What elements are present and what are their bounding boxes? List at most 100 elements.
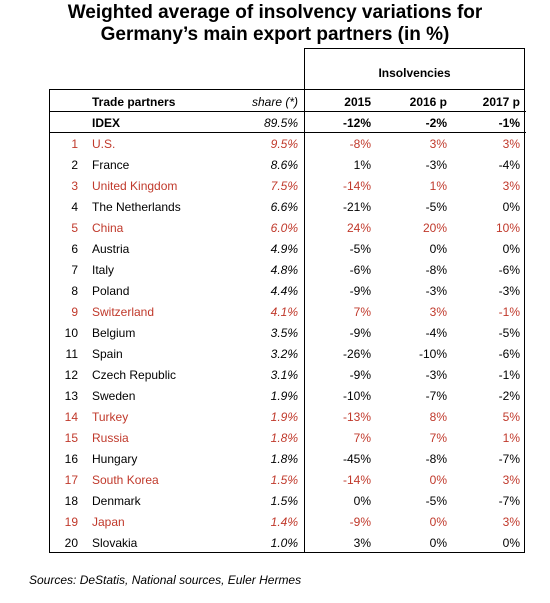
value-2017: 1%: [502, 431, 520, 445]
row-number: 6: [71, 242, 78, 256]
table-row: 9 Switzerland 4.1% 7% 3% -1%: [50, 302, 526, 323]
row-number: 7: [71, 263, 78, 277]
value-2016: 8%: [429, 410, 447, 424]
value-2016: 20%: [422, 221, 447, 235]
value-2016: -3%: [425, 368, 447, 382]
table-row: 7 Italy 4.8% -6% -8% -6%: [50, 260, 526, 281]
idex-2016: -2%: [425, 116, 447, 130]
value-2016: -8%: [425, 452, 447, 466]
row-number: 3: [71, 179, 78, 193]
value-2017: -7%: [498, 494, 520, 508]
col-header-share: share (*): [251, 95, 298, 109]
idex-2015: -12%: [342, 116, 371, 130]
value-2015: -8%: [349, 137, 371, 151]
value-2017: 0%: [502, 536, 520, 550]
table-row: 8 Poland 4.4% -9% -3% -3%: [50, 281, 526, 302]
row-number: 2: [71, 158, 78, 172]
partner-share: 3.5%: [270, 326, 298, 340]
row-number: 15: [64, 431, 78, 445]
partner-share: 4.1%: [270, 305, 298, 319]
idex-divider: [50, 132, 526, 133]
table-row: 20 Slovakia 1.0% 3% 0% 0%: [50, 533, 526, 554]
partner-name: France: [92, 158, 130, 172]
partner-share: 6.6%: [270, 200, 298, 214]
value-2016: 3%: [429, 305, 447, 319]
partner-share: 4.4%: [270, 284, 298, 298]
partner-name: Italy: [92, 263, 115, 277]
col-header-2017: 2017 p: [482, 95, 520, 109]
value-2016: 7%: [429, 431, 447, 445]
partner-name: U.S.: [92, 137, 116, 151]
partner-share: 1.0%: [270, 536, 298, 550]
value-2017: -6%: [498, 347, 520, 361]
partner-share: 3.1%: [270, 368, 298, 382]
header-divider: [50, 111, 526, 112]
partner-share: 1.9%: [270, 389, 298, 403]
table-grid: Trade partners share (*) 2015 2016 p 201…: [49, 89, 526, 554]
table-row: 15 Russia 1.8% 7% 7% 1%: [50, 428, 526, 449]
table-row: 4 The Netherlands 6.6% -21% -5% 0%: [50, 197, 526, 218]
value-2017: 0%: [502, 242, 520, 256]
table-row: 10 Belgium 3.5% -9% -4% -5%: [50, 323, 526, 344]
table-row: 11 Spain 3.2% -26% -10% -6%: [50, 344, 526, 365]
value-2016: -3%: [425, 158, 447, 172]
value-2015: 24%: [346, 221, 371, 235]
value-2015: -9%: [349, 515, 371, 529]
page-title: Weighted average of insolvency variation…: [0, 2, 550, 46]
row-number: 18: [64, 494, 78, 508]
value-2015: 7%: [353, 305, 371, 319]
value-2017: 3%: [502, 137, 520, 151]
value-2016: 1%: [429, 179, 447, 193]
partner-share: 1.8%: [270, 452, 298, 466]
table-row: 1 U.S. 9.5% -8% 3% 3%: [50, 134, 526, 155]
partner-share: 1.5%: [270, 473, 298, 487]
partner-name: Denmark: [92, 494, 141, 508]
partner-name: Japan: [92, 515, 125, 529]
partner-name: South Korea: [92, 473, 159, 487]
value-2017: -2%: [498, 389, 520, 403]
idex-share: 89.5%: [263, 116, 298, 130]
row-number: 12: [64, 368, 78, 382]
row-number: 10: [64, 326, 78, 340]
title-line-1: Weighted average of insolvency variation…: [67, 2, 483, 23]
row-number: 4: [71, 200, 78, 214]
partner-share: 8.6%: [270, 158, 298, 172]
partner-name: Poland: [92, 284, 130, 298]
partner-name: United Kingdom: [92, 179, 178, 193]
partner-share: 3.2%: [270, 347, 298, 361]
value-2016: 0%: [429, 515, 447, 529]
row-number: 13: [64, 389, 78, 403]
partner-share: 1.8%: [270, 431, 298, 445]
table-row: 5 China 6.0% 24% 20% 10%: [50, 218, 526, 239]
partner-share: 1.5%: [270, 494, 298, 508]
value-2016: 0%: [429, 536, 447, 550]
partner-name: Austria: [92, 242, 130, 256]
table-row: 3 United Kingdom 7.5% -14% 1% 3%: [50, 176, 526, 197]
partner-name: Belgium: [92, 326, 136, 340]
idex-2017: -1%: [498, 116, 520, 130]
partner-share: 4.8%: [270, 263, 298, 277]
partner-share: 7.5%: [270, 179, 298, 193]
value-2016: 0%: [429, 473, 447, 487]
value-2017: 3%: [502, 473, 520, 487]
table-row: 12 Czech Republic 3.1% -9% -3% -1%: [50, 365, 526, 386]
table-row: 13 Sweden 1.9% -10% -7% -2%: [50, 386, 526, 407]
value-2017: -1%: [498, 305, 520, 319]
row-number: 16: [64, 452, 78, 466]
insolvencies-group-header: Insolvencies: [304, 48, 525, 89]
table-row: 6 Austria 4.9% -5% 0% 0%: [50, 239, 526, 260]
partner-name: Russia: [92, 431, 129, 445]
value-2015: 3%: [353, 536, 371, 550]
value-2017: 5%: [502, 410, 520, 424]
value-2016: -4%: [425, 326, 447, 340]
column-divider: [304, 89, 305, 553]
value-2016: -5%: [425, 200, 447, 214]
value-2015: -45%: [342, 452, 371, 466]
partner-share: 6.0%: [270, 221, 298, 235]
value-2015: -9%: [349, 326, 371, 340]
col-header-2016: 2016 p: [409, 95, 447, 109]
value-2015: -13%: [342, 410, 371, 424]
value-2017: -6%: [498, 263, 520, 277]
table-row: 19 Japan 1.4% -9% 0% 3%: [50, 512, 526, 533]
partner-share: 4.9%: [270, 242, 298, 256]
